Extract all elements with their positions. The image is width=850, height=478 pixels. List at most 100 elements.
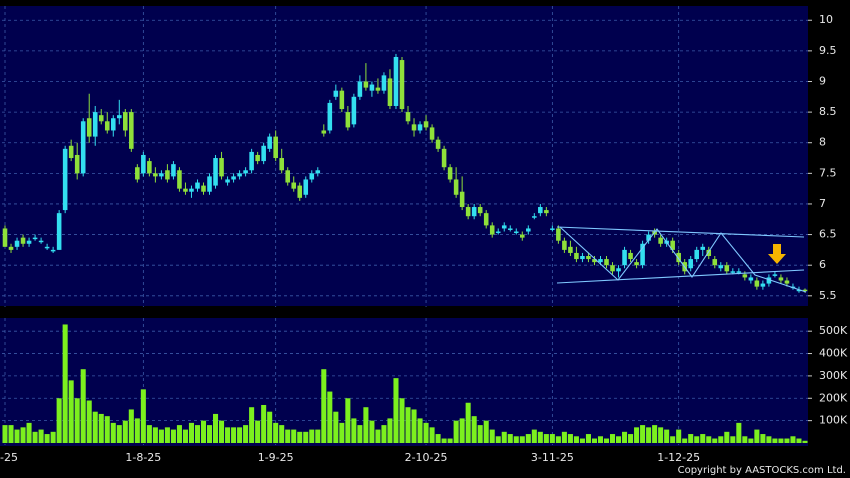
y-tick-label: 400K — [819, 347, 848, 360]
volume-bar — [640, 425, 646, 443]
volume-bar — [658, 427, 664, 443]
candle-body — [538, 207, 543, 214]
y-tick-label: 500K — [819, 324, 848, 337]
volume-bar — [98, 413, 104, 443]
candle-body — [110, 118, 116, 131]
candle-body — [20, 237, 26, 244]
volume-bar — [50, 431, 56, 443]
candle-body — [153, 173, 158, 177]
candle-body — [14, 240, 20, 247]
candle-body — [44, 246, 50, 249]
candle-body — [580, 256, 585, 260]
candle-body — [38, 240, 44, 243]
candle-body — [532, 216, 537, 218]
candle-body — [195, 182, 200, 189]
volume-bar — [164, 427, 170, 443]
trend-line — [556, 226, 805, 238]
x-tick-label: 2-10-25 — [405, 451, 448, 464]
candle-body — [171, 164, 176, 177]
volume-bar — [507, 434, 513, 443]
volume-bar — [682, 438, 688, 443]
volume-bar — [225, 427, 231, 443]
candle-body — [616, 268, 621, 272]
volume-bar — [152, 427, 158, 443]
candle-body — [604, 259, 609, 266]
candle-body — [26, 240, 32, 244]
volume-bar — [429, 427, 435, 443]
candle-body — [586, 256, 591, 260]
candle-body — [135, 167, 140, 180]
y-tick-label: 200K — [819, 391, 848, 404]
volume-bar — [411, 409, 417, 443]
candle-body — [495, 231, 501, 234]
volume-bar — [387, 418, 393, 443]
candle-body — [754, 280, 760, 287]
candle-body — [375, 87, 381, 91]
x-tick-label: 1-12-25 — [657, 451, 700, 464]
volume-bar — [80, 369, 86, 443]
candle-body — [345, 112, 351, 128]
candle-body — [556, 228, 561, 241]
volume-bar — [549, 434, 555, 443]
volume-bar — [483, 420, 489, 443]
candle-body — [477, 207, 483, 214]
candle-body — [742, 274, 748, 278]
candle-body — [213, 158, 218, 186]
volume-bar — [345, 398, 351, 443]
volume-bar — [405, 407, 411, 443]
candle-body — [231, 176, 236, 180]
candle-body — [32, 237, 38, 240]
y-tick-label: 9 — [819, 74, 826, 87]
y-tick-label: 7 — [819, 197, 826, 210]
volume-bar — [381, 425, 387, 443]
volume-bar — [796, 438, 802, 443]
candle-body — [453, 179, 459, 195]
candle-body — [513, 231, 519, 234]
x-tick-label: 3-11-25 — [531, 451, 574, 464]
volume-bar — [706, 436, 712, 443]
volume-bar — [736, 422, 742, 443]
candle-body — [652, 231, 657, 235]
volume-bar — [261, 404, 267, 443]
candle-body — [62, 148, 68, 211]
volume-bar — [676, 429, 682, 443]
volume-bar — [525, 434, 531, 443]
candle-body — [86, 118, 92, 137]
candle-body — [321, 130, 327, 134]
volume-bar — [176, 425, 182, 443]
volume-bar — [219, 420, 225, 443]
volume-bar — [291, 429, 297, 443]
candle-body — [706, 249, 712, 257]
volume-bar — [471, 416, 477, 443]
volume-bar — [62, 324, 68, 443]
candle-body — [177, 170, 182, 189]
y-tick-label: 300K — [819, 369, 848, 382]
pattern-lines — [556, 226, 807, 293]
volume-bar — [399, 398, 405, 443]
candle-body — [784, 280, 790, 284]
volume-bar — [748, 438, 754, 443]
volume-bar — [519, 436, 525, 443]
candle-body — [562, 240, 567, 250]
volume-bar — [664, 429, 670, 443]
candle-body — [2, 228, 8, 247]
candle-body — [778, 277, 784, 281]
candle-body — [92, 112, 98, 137]
volume-bar — [237, 427, 243, 443]
volume-bar — [213, 413, 219, 443]
candle-body — [249, 151, 254, 171]
candle-body — [802, 289, 808, 292]
volume-bar — [441, 438, 447, 443]
volume-bar — [766, 436, 772, 443]
price-panel — [0, 6, 808, 306]
candle-body — [339, 90, 345, 110]
candle-body — [429, 127, 435, 140]
candle-body — [700, 246, 706, 250]
candle-body — [219, 158, 224, 177]
candle-body — [622, 249, 627, 266]
volume-bar — [32, 431, 38, 443]
copyright: Copyright by AASTOCKS.com Ltd. — [678, 465, 846, 476]
candle-body — [327, 102, 333, 131]
volume-bar — [170, 429, 176, 443]
candle-body — [423, 121, 429, 128]
